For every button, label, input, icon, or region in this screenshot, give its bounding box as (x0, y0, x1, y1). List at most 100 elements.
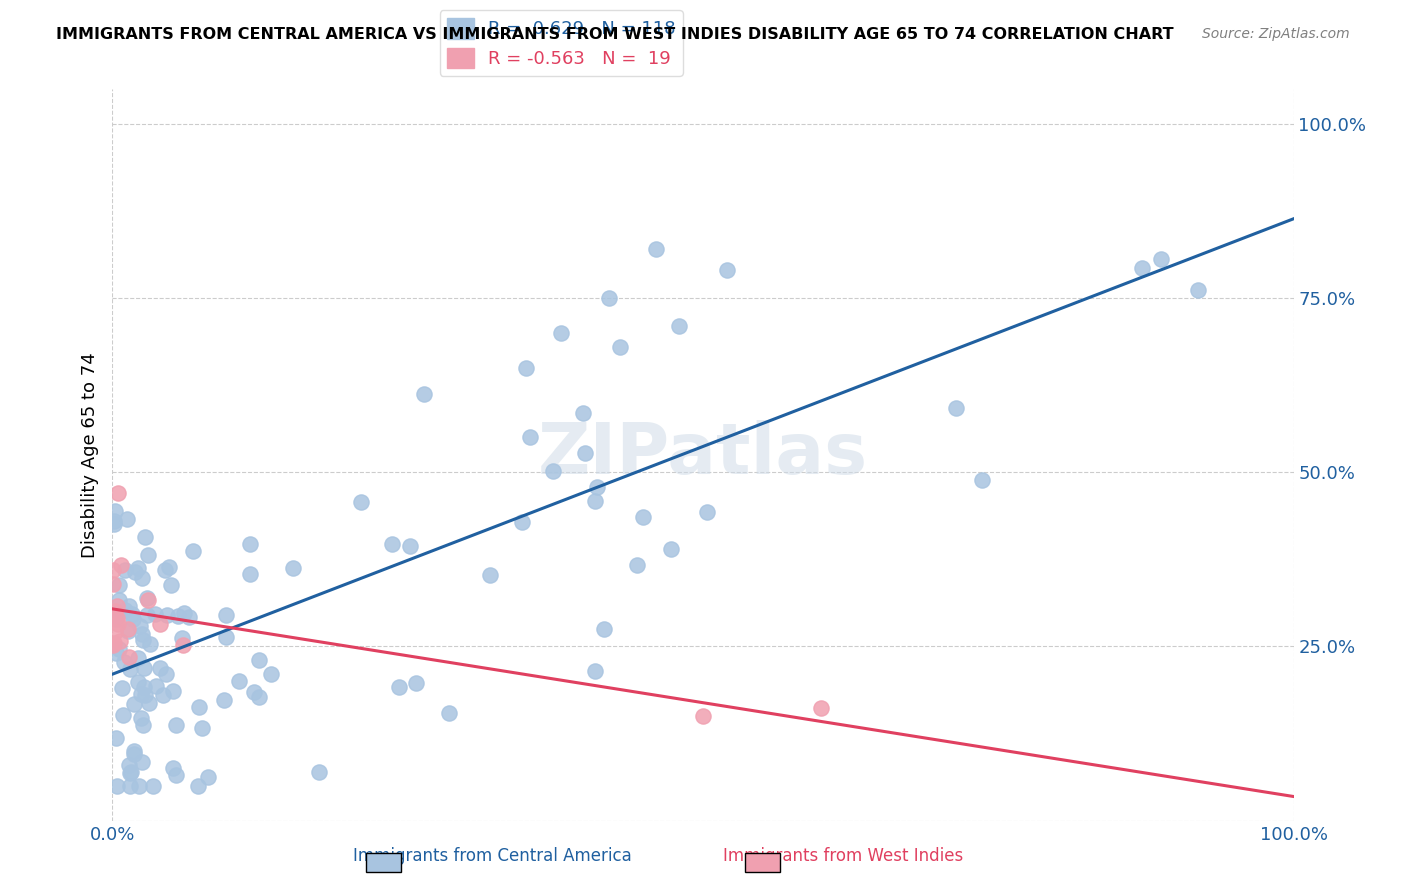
Point (692, 708, 714, 723)
Point (157, 560, 180, 574)
Point (215, 608, 238, 623)
Point (127, 561, 149, 575)
Point (117, 650, 139, 665)
Point (107, 486, 129, 500)
Point (149, 661, 172, 675)
Point (550, 326, 572, 340)
Point (103, 516, 125, 531)
Point (114, 563, 136, 577)
Point (243, 685, 266, 699)
Point (121, 607, 143, 621)
Point (1150, 252, 1173, 267)
Point (131, 571, 153, 585)
Point (162, 761, 184, 775)
Point (810, 701, 832, 715)
Point (1130, 260, 1153, 275)
Point (583, 494, 606, 508)
Point (134, 681, 156, 695)
Point (598, 291, 620, 305)
Point (145, 679, 167, 693)
Point (131, 755, 153, 769)
Point (134, 688, 156, 702)
Point (162, 684, 184, 698)
Text: ZIPatlas: ZIPatlas (538, 420, 868, 490)
Text: Source: ZipAtlas.com: Source: ZipAtlas.com (1202, 27, 1350, 41)
Text: IMMIGRANTS FROM CENTRAL AMERICA VS IMMIGRANTS FROM WEST INDIES DISABILITY AGE 65: IMMIGRANTS FROM CENTRAL AMERICA VS IMMIG… (56, 27, 1174, 42)
Point (153, 563, 176, 577)
Point (118, 662, 141, 676)
Point (108, 578, 131, 592)
Point (260, 667, 283, 681)
Point (128, 779, 150, 793)
Point (103, 514, 125, 528)
Point (479, 568, 502, 582)
Point (170, 631, 193, 645)
Point (101, 638, 124, 652)
Point (437, 706, 460, 720)
Point (970, 474, 993, 488)
Point (104, 504, 127, 518)
Point (626, 558, 648, 572)
Point (239, 537, 262, 551)
Point (127, 650, 149, 665)
Point (129, 710, 152, 724)
Point (238, 567, 260, 582)
Point (131, 627, 153, 641)
Point (668, 319, 690, 334)
Point (249, 690, 271, 705)
Legend: R =  0.629   N = 118, R = -0.563   N =  19: R = 0.629 N = 118, R = -0.563 N = 19 (440, 11, 683, 76)
Point (515, 360, 537, 375)
Point (398, 539, 420, 553)
Point (165, 768, 187, 782)
Point (173, 606, 195, 620)
Text: Immigrants from Central America: Immigrants from Central America (353, 847, 631, 865)
Point (281, 561, 304, 575)
Point (541, 464, 564, 478)
Point (197, 770, 219, 784)
Point (659, 541, 682, 556)
Point (108, 593, 131, 607)
Point (592, 622, 614, 636)
Point (132, 661, 155, 675)
Point (117, 758, 139, 772)
Point (179, 610, 201, 624)
Point (249, 653, 271, 667)
Point (152, 689, 174, 703)
Point (413, 386, 436, 401)
Point (131, 718, 153, 732)
Point (105, 611, 128, 625)
Point (107, 616, 129, 631)
Point (586, 480, 609, 494)
Point (117, 624, 139, 639)
Point (105, 731, 128, 746)
Point (228, 673, 250, 688)
Point (190, 721, 212, 735)
Point (166, 718, 188, 732)
Point (124, 697, 146, 711)
Point (136, 548, 159, 562)
Point (110, 558, 132, 573)
Point (583, 664, 606, 678)
Point (112, 708, 135, 723)
Point (103, 635, 125, 649)
Point (128, 619, 150, 633)
Point (214, 693, 236, 707)
Point (172, 638, 194, 652)
Point (167, 608, 190, 623)
Point (350, 495, 373, 509)
Point (117, 623, 139, 637)
Point (160, 578, 183, 592)
Point (181, 543, 204, 558)
Point (136, 593, 159, 607)
Point (118, 599, 141, 614)
Point (945, 401, 967, 416)
Y-axis label: Disability Age 65 to 74: Disability Age 65 to 74 (80, 352, 98, 558)
Point (127, 675, 149, 690)
Point (122, 743, 145, 757)
Point (101, 563, 124, 577)
Point (104, 624, 127, 639)
Point (405, 676, 427, 690)
Point (510, 516, 533, 530)
Point (308, 765, 330, 780)
Point (105, 779, 128, 793)
